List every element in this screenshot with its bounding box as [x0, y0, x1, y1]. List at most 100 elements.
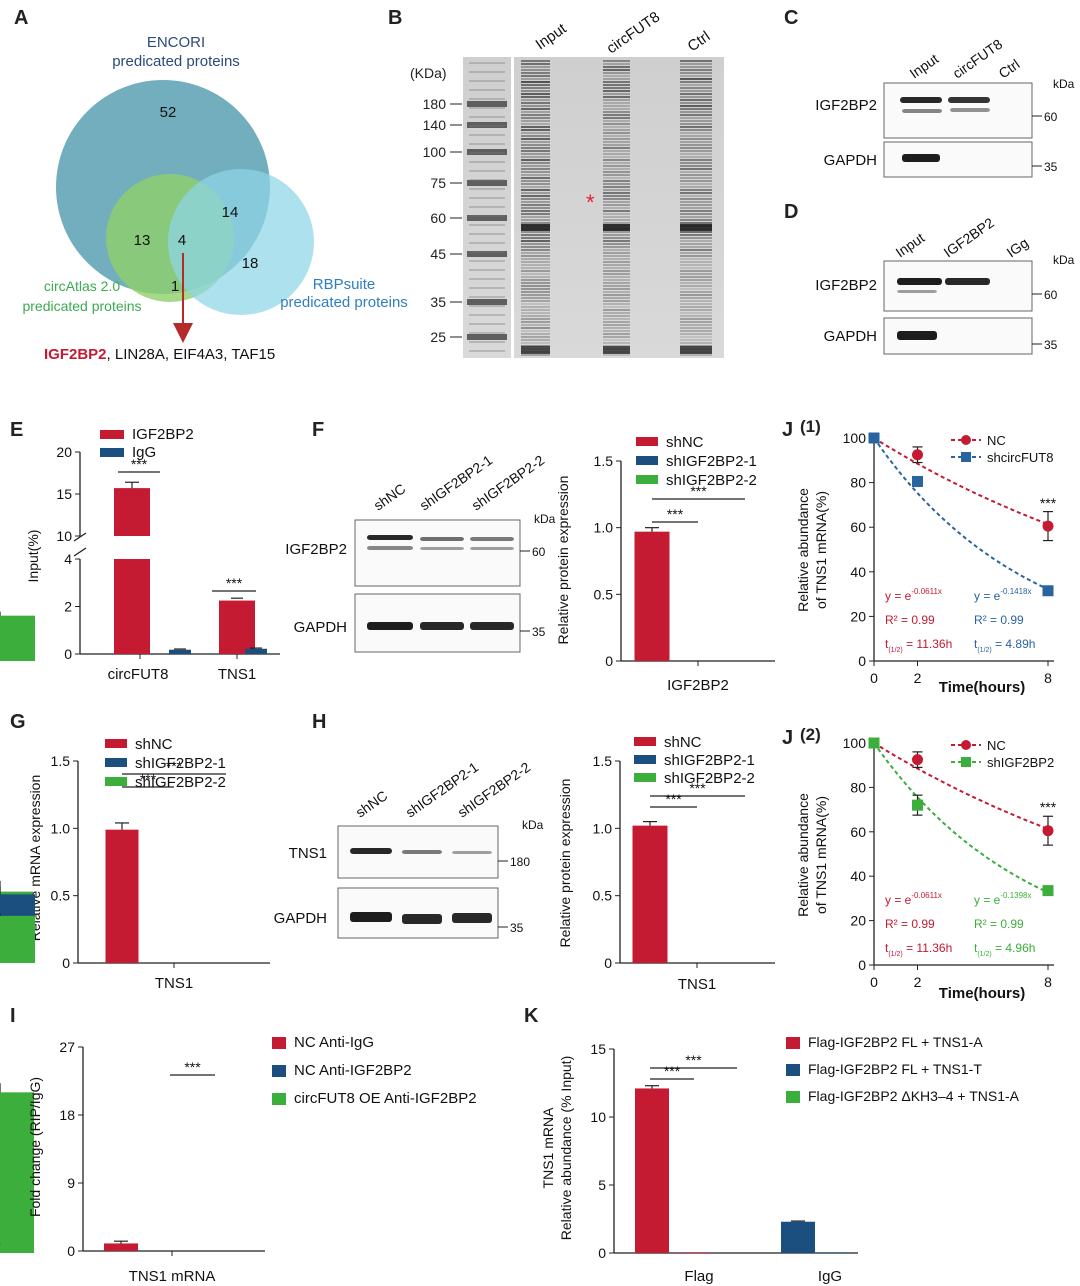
gel-b-lane-band	[603, 183, 630, 185]
gel-b-lane-band	[521, 336, 550, 338]
gel-b-lane-band	[603, 312, 630, 314]
gel-b-lane-band	[521, 144, 550, 146]
gel-b-lane-band	[521, 126, 550, 128]
gel-b-lane-band	[603, 219, 630, 221]
gel-b-lane-band	[680, 186, 712, 188]
gel-b-lane-band	[603, 135, 630, 137]
gel-b-lane-band	[521, 189, 550, 191]
blot-kda-label: kDa	[1053, 77, 1075, 91]
gel-b-lane-band	[521, 234, 550, 236]
legend-swatch	[100, 448, 124, 457]
y-tick-label: 0.5	[593, 888, 613, 904]
gel-b-lane-band	[521, 210, 550, 212]
gel-b-lane-band	[680, 261, 712, 263]
legend-swatch	[634, 737, 656, 746]
gel-b-lane-band	[680, 84, 712, 86]
gel-b-lane-band	[603, 132, 630, 134]
gel-b-lane-band	[603, 162, 630, 164]
gel-b-faint-band	[469, 107, 505, 109]
gel-b-marker-band	[467, 334, 507, 340]
blot-lane-label: Input	[907, 50, 942, 81]
gel-b-lane-band	[603, 291, 630, 293]
legend-swatch	[636, 475, 658, 484]
gel-b-lane-band	[603, 93, 630, 95]
y-tick-label: 0	[605, 653, 613, 669]
gel-b-bottom-band	[521, 346, 550, 354]
blot-membrane	[883, 317, 1033, 355]
gel-b-faint-band	[469, 296, 505, 298]
blot-lane-label: IGF2BP2	[941, 214, 998, 260]
gel-b-marker-band	[467, 215, 507, 221]
significance-mark: ***	[1040, 495, 1057, 511]
gel-b-lane-band	[603, 108, 630, 110]
gel-b-marker-band	[467, 149, 507, 155]
venn-rbp-label-2: predicated proteins	[280, 294, 408, 311]
gel-b-lane-band	[603, 294, 630, 296]
gel-b-lane-band	[521, 288, 550, 290]
gel-b-lane-ctrl: Ctrl	[685, 28, 714, 55]
venn-result: IGF2BP2, LIN28A, EIF4A3, TAF15	[44, 346, 275, 363]
gel-b-lane-band	[603, 69, 630, 71]
gel-b: (KDa) 180 140 100 75 60 45 35 25 Input circFUT8…	[410, 8, 724, 358]
gel-b-lane-band	[603, 204, 630, 206]
gel-b-lane-band	[603, 252, 630, 254]
bar	[0, 615, 35, 661]
equation-r2: R² = 0.99	[974, 917, 1024, 931]
gel-b-lane-band	[521, 114, 550, 116]
legend-label: Flag-IGF2BP2 ΔKH3–4 + TNS1-A	[808, 1088, 1020, 1104]
blot-row-label: GAPDH	[294, 619, 347, 636]
gel-b-faint-band	[469, 215, 505, 217]
data-point	[912, 754, 923, 766]
gel-b-lane-band	[603, 111, 630, 113]
legend-swatch	[634, 773, 656, 782]
fit-curve	[873, 742, 1049, 894]
gel-b-lane-band	[603, 60, 630, 62]
blot-band	[420, 537, 464, 541]
gel-b-faint-band	[469, 278, 505, 280]
gel-b-faint-band	[469, 341, 505, 343]
gel-b-faint-band	[469, 251, 505, 253]
gel-b-lane-band	[680, 126, 712, 128]
y-tick-label: 4	[64, 551, 72, 567]
gel-b-lane-band	[603, 279, 630, 281]
equation: y = e-0.0611x	[885, 587, 942, 603]
gel-b-lane-band	[521, 255, 550, 257]
gel-b-lane-band	[603, 333, 630, 335]
equation-r2: R² = 0.99	[885, 917, 935, 931]
bar	[104, 1243, 138, 1251]
gel-b-lane-band	[680, 303, 712, 305]
y-tick-label: 10	[56, 528, 72, 544]
gel-b-lane-band	[603, 99, 630, 101]
legend-label: shIGF2BP2-2	[664, 770, 755, 787]
gel-b-lane-band	[521, 150, 550, 152]
gel-b-lane-band	[603, 264, 630, 266]
gel-b-lane-band	[680, 165, 712, 167]
blot-band	[452, 851, 492, 854]
gel-b-lane-band	[521, 168, 550, 170]
gel-b-lane-band	[603, 342, 630, 344]
venn-count-all: 4	[178, 232, 186, 249]
gel-b-lane-band	[603, 147, 630, 149]
significance-mark: ***	[690, 483, 707, 499]
gel-b-lane-band	[680, 330, 712, 332]
gel-b-marker-labels: 180 140 100 75 60 45 35 25	[423, 96, 462, 345]
gel-b-lane-band	[680, 63, 712, 65]
gel-b-lane-band	[680, 294, 712, 296]
gel-b-marker-label: 100	[423, 144, 447, 160]
gel-b-lane-band	[680, 216, 712, 218]
gel-b-bottom-band	[603, 346, 630, 354]
halflife-sub: (1/2)	[977, 647, 991, 654]
panel-label-d: D	[784, 201, 798, 223]
y-tick-label: 100	[843, 430, 867, 446]
gel-b-lane-band	[521, 339, 550, 341]
bar	[634, 531, 670, 661]
y-tick-label: 1.0	[51, 820, 71, 836]
gel-b-lane-band	[603, 288, 630, 290]
gel-b-lane-band	[603, 327, 630, 329]
legend-label: NC	[987, 433, 1006, 448]
gel-b-lane-band	[603, 231, 630, 233]
gel-b-lane-band	[680, 321, 712, 323]
equation-r2: R² = 0.99	[885, 613, 935, 627]
